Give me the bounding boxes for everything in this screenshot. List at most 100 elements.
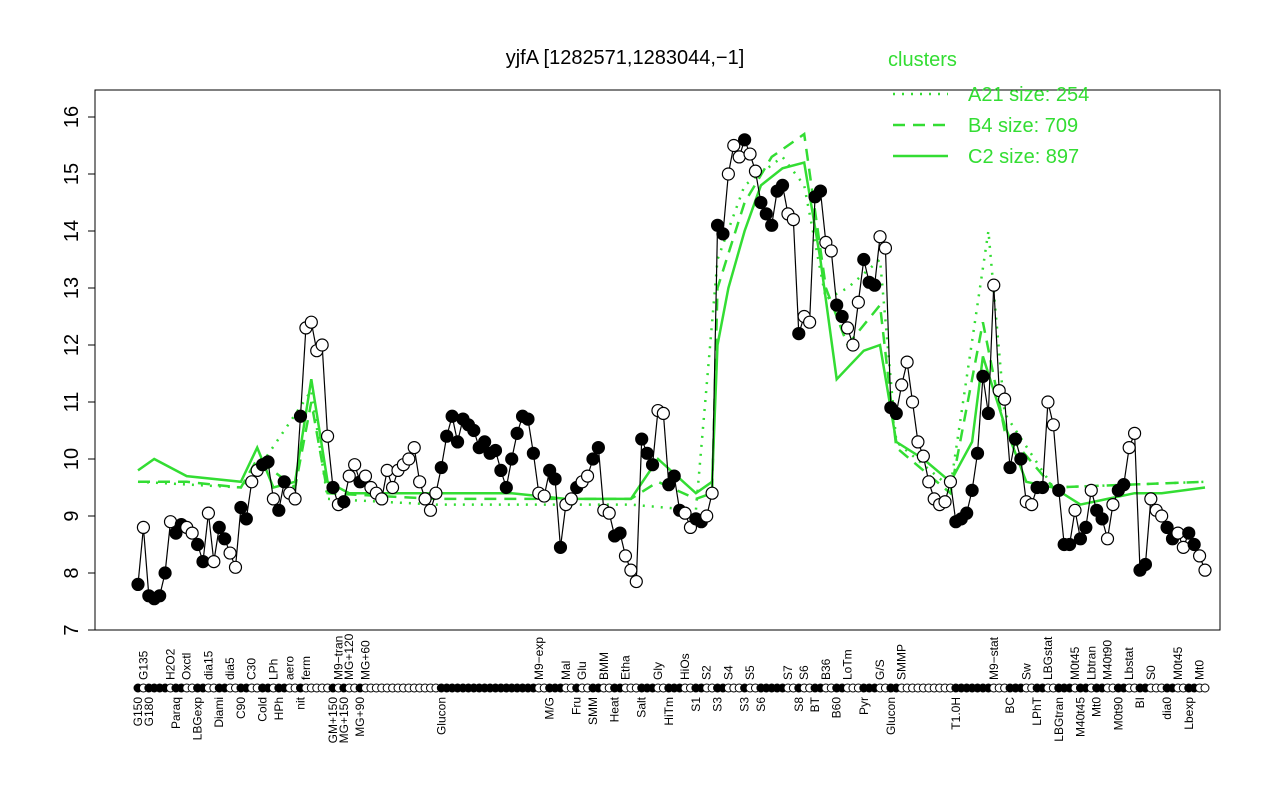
data-point xyxy=(358,469,373,483)
data-point xyxy=(136,520,151,535)
x-tick-label: M40t45 xyxy=(1073,697,1087,737)
data-point xyxy=(1160,520,1174,535)
x-tick-label: H2O2 xyxy=(163,648,177,680)
data-line-segment xyxy=(993,285,1000,391)
data-line-segment xyxy=(202,513,210,562)
data-point xyxy=(218,532,232,546)
data-line-segment xyxy=(662,413,670,485)
data-point xyxy=(315,338,329,352)
data-point xyxy=(190,537,205,552)
y-tick-label: 15 xyxy=(61,163,83,185)
data-line-segment xyxy=(857,259,865,303)
data-line-segment xyxy=(532,453,540,494)
data-line-segment xyxy=(819,191,827,243)
x-tick-label: GM+150 xyxy=(326,697,340,744)
x-tick-label: Mal xyxy=(559,661,573,680)
data-point xyxy=(738,133,752,147)
data-point xyxy=(380,463,394,477)
data-point xyxy=(987,278,1001,292)
data-line-segment xyxy=(987,285,995,414)
x-tick-label: Mt0 xyxy=(1090,697,1104,717)
data-line-segment xyxy=(294,416,302,499)
data-point xyxy=(916,449,930,463)
data-point xyxy=(846,338,860,352)
data-point xyxy=(153,589,167,603)
data-line-segment xyxy=(554,478,562,548)
data-point xyxy=(185,526,199,540)
strip-point xyxy=(1200,683,1210,693)
data-point xyxy=(1084,483,1098,497)
data-point xyxy=(1155,509,1169,523)
data-point xyxy=(602,506,616,520)
x-tick-label: LPhT xyxy=(1030,696,1044,725)
x-tick-label: M0t45 xyxy=(1068,646,1082,680)
x-tick-label: Fru xyxy=(570,697,584,715)
x-tick-label: S3 xyxy=(738,697,752,712)
x-tick-label: BT xyxy=(808,696,822,712)
data-line-segment xyxy=(711,225,719,494)
data-point xyxy=(1176,540,1190,554)
data-point xyxy=(640,446,654,460)
data-point xyxy=(505,452,519,466)
x-tick-label: BMM xyxy=(597,652,611,680)
data-point xyxy=(537,489,551,503)
x-tick-label: T1.0H xyxy=(949,697,963,730)
data-line-segment xyxy=(1004,399,1011,468)
data-point xyxy=(705,486,719,500)
x-tick-label: Sw xyxy=(1019,663,1033,680)
data-point xyxy=(1100,532,1115,546)
data-line-segment xyxy=(906,362,914,403)
x-tick-label: S4 xyxy=(721,665,735,680)
data-point xyxy=(678,506,692,520)
data-point xyxy=(645,458,660,472)
data-point xyxy=(900,355,914,369)
data-line-segment xyxy=(1052,424,1060,491)
x-tick-label: Lbstat xyxy=(1122,647,1136,680)
data-line-segment xyxy=(234,507,242,568)
data-point xyxy=(765,218,779,232)
data-point xyxy=(743,147,757,161)
data-point xyxy=(667,469,681,483)
data-point xyxy=(223,546,237,560)
x-axis-labels: G150 G135 G180 H2O2 Paraq Oxctl LBGexp dia15 Dia… xyxy=(131,633,1210,744)
data-point xyxy=(293,409,308,423)
x-tick-label: M0t45 xyxy=(1171,646,1185,680)
data-line-segment xyxy=(1020,458,1027,502)
data-point xyxy=(613,526,627,540)
data-point xyxy=(163,515,178,529)
data-point xyxy=(840,321,855,335)
data-point xyxy=(434,460,448,475)
x-tick-label: S8 xyxy=(792,697,806,712)
data-point xyxy=(1198,563,1212,577)
data-point xyxy=(759,207,773,221)
x-tick-label: C30 xyxy=(245,658,259,680)
x-tick-label: Etha xyxy=(618,655,632,680)
data-point xyxy=(234,500,248,515)
data-point xyxy=(580,469,595,483)
data-point xyxy=(1035,480,1050,495)
data-point xyxy=(423,503,438,517)
x-tick-label: LBGstat xyxy=(1041,636,1055,680)
data-point xyxy=(266,492,281,506)
data-point xyxy=(889,406,903,420)
data-line-segment xyxy=(651,410,659,465)
x-tick-label: SMM xyxy=(586,697,600,725)
data-line-segment xyxy=(1041,401,1049,488)
data-point xyxy=(201,506,216,520)
data-line-segment xyxy=(207,513,215,562)
x-tick-label: Salt xyxy=(635,696,649,717)
x-tick-label: Glucon xyxy=(884,697,898,735)
x-tick-label: Gly xyxy=(651,662,665,680)
x-tick-label: G135 xyxy=(136,650,150,680)
data-point xyxy=(272,503,286,517)
x-tick-label: HiTm xyxy=(662,697,676,726)
data-point xyxy=(830,298,844,312)
data-point xyxy=(450,435,465,449)
x-tick-label: BI xyxy=(1133,697,1147,708)
x-tick-label: nit xyxy=(293,696,307,709)
data-point xyxy=(943,475,958,489)
data-line-segment xyxy=(321,344,329,437)
data-point xyxy=(1122,441,1136,455)
data-point xyxy=(857,252,871,267)
